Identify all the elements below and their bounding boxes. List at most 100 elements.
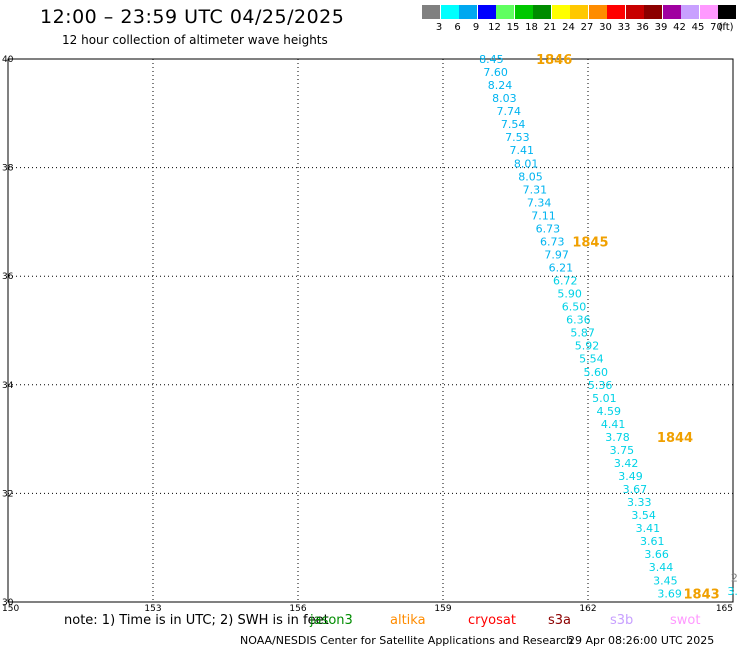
swh-value: 4.59 <box>597 405 622 418</box>
swh-value: 5.90 <box>557 288 582 301</box>
page-subtitle: 12 hour collection of altimeter wave hei… <box>62 33 328 47</box>
legend-label: 3 <box>435 22 443 33</box>
swh-value: 5.54 <box>579 353 604 366</box>
time-label: 1844 <box>657 431 693 446</box>
legend-swatch <box>440 5 459 19</box>
swh-value: 3.67 <box>623 483 648 496</box>
satellite-label: altika <box>390 613 426 628</box>
legend-label: 42 <box>673 22 686 33</box>
legend-label: 9 <box>472 22 480 33</box>
swh-value: 7.11 <box>531 209 556 222</box>
swh-value: 3.69 <box>657 587 682 600</box>
swh-value: 6.36 <box>566 314 591 327</box>
legend-swatch <box>459 5 477 19</box>
satellite-label: jason3 <box>310 613 353 628</box>
swh-value: 7.60 <box>483 66 508 79</box>
swh-value: 3.54 <box>631 509 656 522</box>
legend-label: 12 <box>488 22 501 33</box>
legend-swatch <box>699 5 718 19</box>
edge-value: 3. <box>727 585 738 598</box>
legend-swatch <box>422 5 440 19</box>
legend-swatch <box>514 5 533 19</box>
lon-tick-label: 162 <box>579 604 596 614</box>
swh-value: 3.78 <box>605 431 630 444</box>
lat-tick-label: 40 <box>2 55 14 65</box>
swh-value: 3.41 <box>636 522 661 535</box>
legend-label: 45 <box>691 22 705 33</box>
map-frame <box>7 58 734 603</box>
swh-value: 3.61 <box>640 535 665 548</box>
swh-value: 7.41 <box>510 144 535 157</box>
legend-unit: (ft) <box>718 22 734 33</box>
legend-label: 27 <box>580 22 594 33</box>
legend-label: 24 <box>562 22 575 33</box>
legend-label: 30 <box>599 22 612 33</box>
swh-value: 7.97 <box>544 248 569 261</box>
legend-swatch <box>477 5 496 19</box>
footer-note: note: 1) Time is in UTC; 2) SWH is in fe… <box>64 613 329 628</box>
legend-swatch <box>718 5 736 19</box>
swh-value: 4.41 <box>601 418 626 431</box>
swh-value: 5.36 <box>588 379 613 392</box>
lon-tick-label: 165 <box>716 604 733 614</box>
legend-label: 39 <box>654 22 668 33</box>
swh-value: 6.50 <box>562 301 587 314</box>
swh-value: 5.87 <box>570 327 595 340</box>
swh-value: 7.53 <box>505 131 530 144</box>
lat-tick-label: 34 <box>2 381 14 391</box>
generated-timestamp: 29 Apr 08:26:00 UTC 2025 <box>568 634 715 647</box>
satellite-label: s3b <box>610 613 634 628</box>
time-label: 1846 <box>536 53 572 68</box>
lon-tick-label: 159 <box>434 604 451 614</box>
legend-swatch <box>662 5 681 19</box>
swh-value: 7.54 <box>501 118 526 131</box>
swh-value: 6.21 <box>549 262 574 275</box>
lat-tick-label: 38 <box>2 164 14 174</box>
credit-line: NOAA/NESDIS Center for Satellite Applica… <box>240 634 574 647</box>
legend-swatch <box>551 5 570 19</box>
satellite-label: swot <box>670 613 701 628</box>
time-label: 1843 <box>683 587 719 602</box>
swh-value: 5.01 <box>592 392 617 405</box>
legend-swatch <box>588 5 607 19</box>
legend-label: 15 <box>506 22 520 33</box>
swh-value: 6.72 <box>553 275 578 288</box>
edge-value: 2 <box>731 572 738 585</box>
swh-value: 8.01 <box>514 157 539 170</box>
legend-swatch <box>533 5 551 19</box>
satellite-label: cryosat <box>468 613 516 628</box>
legend-swatch <box>625 5 644 19</box>
swh-value: 6.73 <box>536 222 561 235</box>
swh-value: 7.74 <box>496 105 521 118</box>
legend-label: 21 <box>543 22 557 33</box>
legend-swatch <box>496 5 514 19</box>
legend-label: 36 <box>636 22 649 33</box>
swh-value: 7.34 <box>527 196 552 209</box>
legend-label: 18 <box>525 22 538 33</box>
swh-value: 5.60 <box>583 366 608 379</box>
legend-swatch <box>607 5 625 19</box>
altimeter-track: 8.457.608.248.037.747.547.537.418.018.05… <box>479 53 740 602</box>
legend-swatch <box>570 5 588 19</box>
swh-value: 3.49 <box>618 470 643 483</box>
swh-value: 3.42 <box>614 457 639 470</box>
map-grid <box>7 58 734 603</box>
legend-swatch <box>681 5 699 19</box>
swh-value: 3.75 <box>610 444 635 457</box>
swh-value: 8.24 <box>488 79 513 92</box>
swh-value: 3.45 <box>653 574 678 587</box>
lon-tick-label: 150 <box>2 604 19 614</box>
lat-tick-label: 36 <box>2 272 14 282</box>
swh-value: 3.33 <box>627 496 652 509</box>
swh-value: 8.45 <box>479 53 504 66</box>
lon-tick-label: 156 <box>289 604 306 614</box>
lon-tick-label: 153 <box>144 604 161 614</box>
lat-tick-label: 30 <box>2 598 14 608</box>
swh-value: 7.31 <box>523 183 548 196</box>
swh-value: 5.92 <box>575 340 600 353</box>
swh-value: 3.66 <box>644 548 669 561</box>
swh-value: 3.44 <box>649 561 674 574</box>
legend-label: 33 <box>617 22 631 33</box>
